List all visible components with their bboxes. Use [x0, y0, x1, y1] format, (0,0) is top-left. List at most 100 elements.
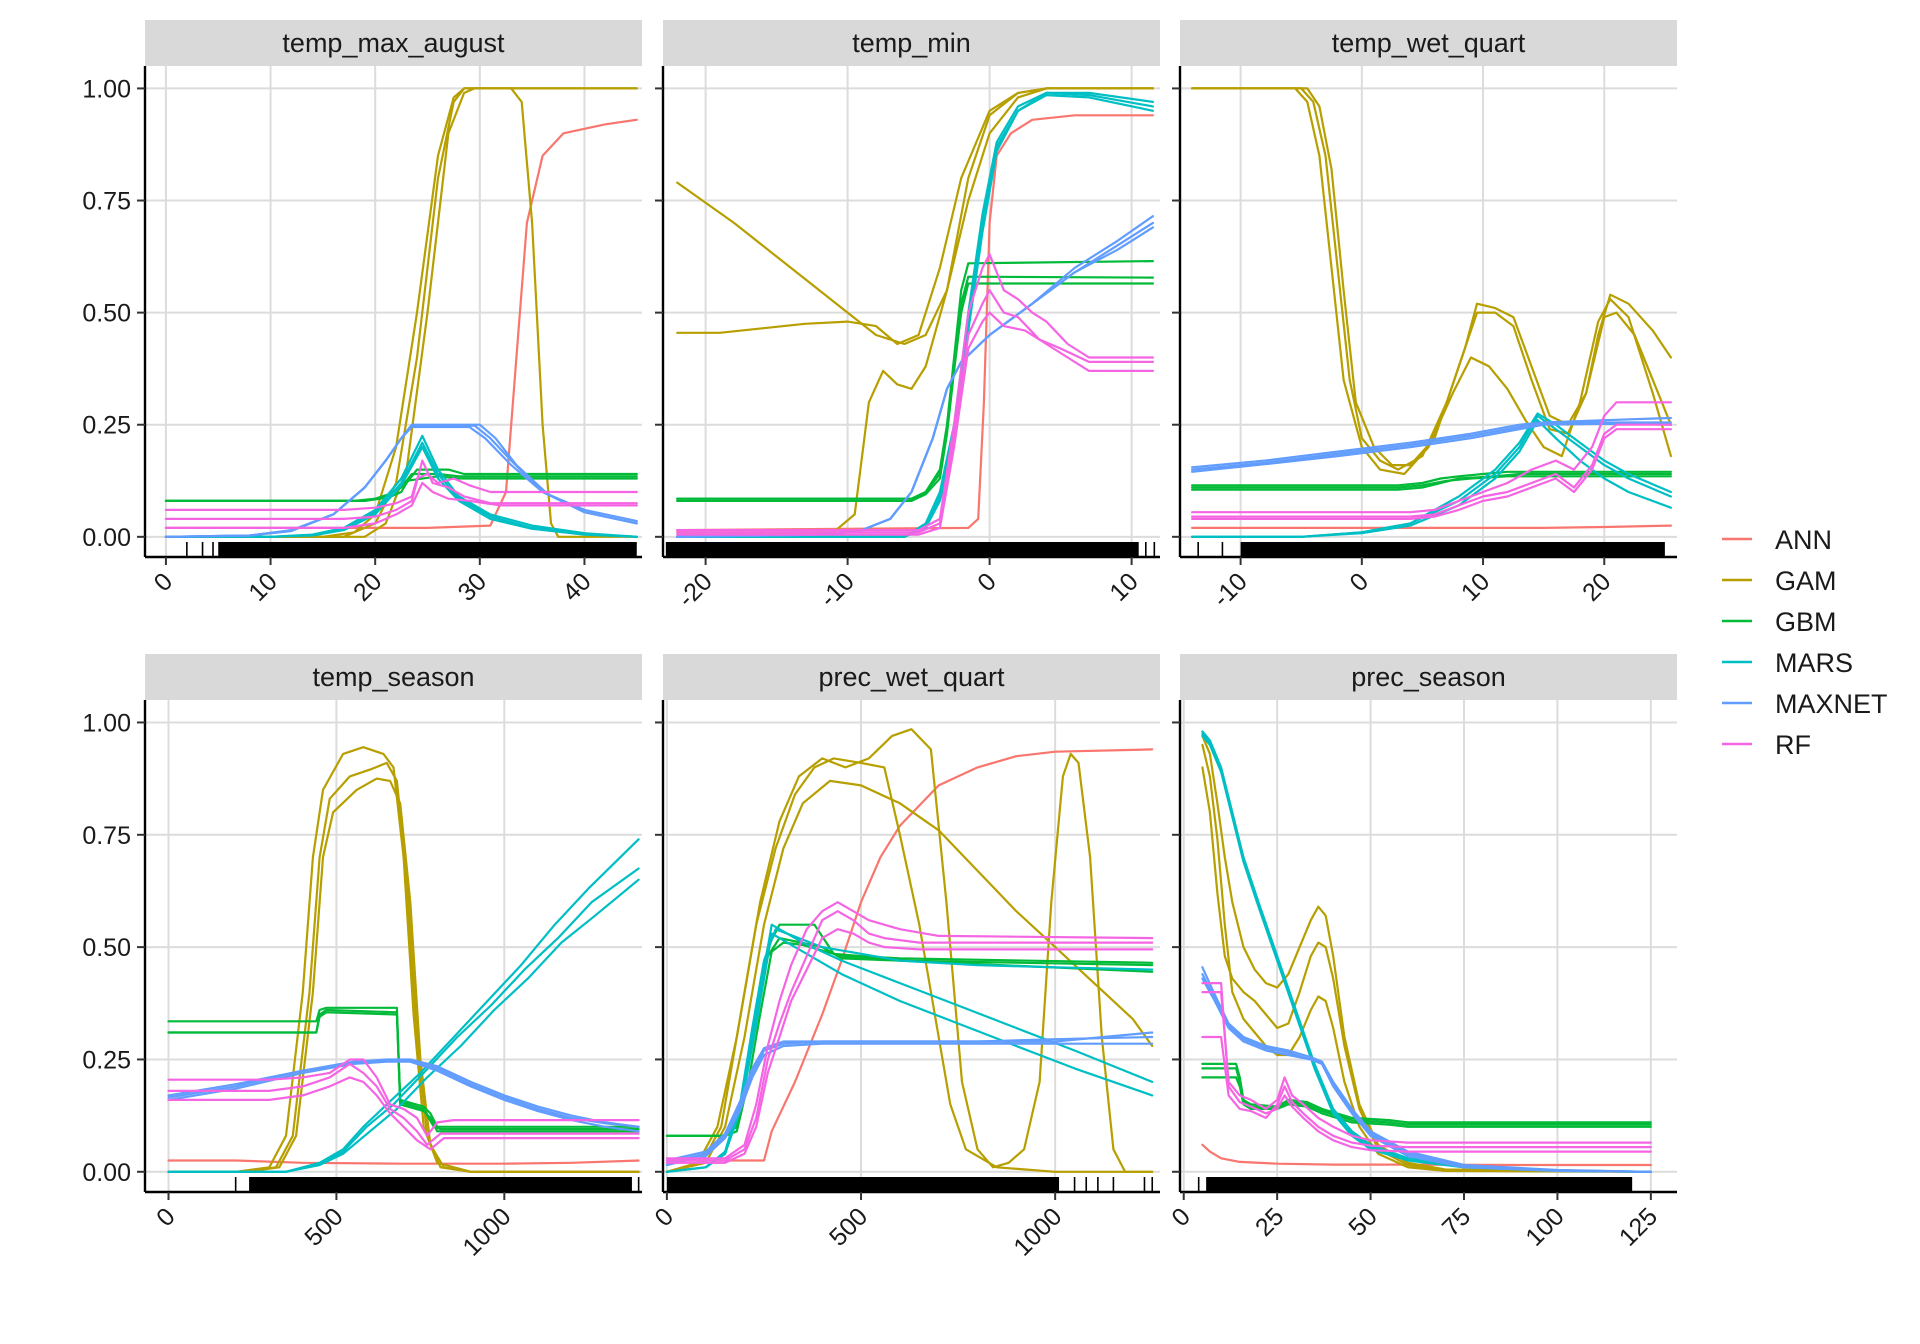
x-tick-label: 0 — [1344, 567, 1374, 597]
x-tick-label: 500 — [299, 1202, 348, 1251]
series-line-gam — [676, 87, 1154, 346]
legend-label: MARS — [1775, 648, 1853, 678]
panel-temp-min: temp_min -20 -10 0 10 — [655, 20, 1160, 613]
series-line-gbm — [676, 282, 1154, 502]
series-line-rf — [1201, 982, 1652, 1153]
series-line-gam — [164, 87, 638, 538]
series-lines — [167, 746, 640, 1173]
series-line-gam — [164, 87, 638, 538]
panel-temp-wet-quart: temp_wet_quart -10 0 10 20 — [1172, 20, 1677, 613]
series-line-mars — [1201, 734, 1652, 1173]
legend-label: RF — [1775, 730, 1811, 760]
rug-band — [1206, 1177, 1633, 1192]
series-lines — [665, 728, 1154, 1173]
series-line-gam — [1191, 87, 1672, 476]
y-tick-label: 0.25 — [82, 412, 131, 440]
rug — [1197, 1177, 1633, 1192]
series-line-gam — [1191, 87, 1672, 471]
series-lines — [164, 87, 638, 538]
series-line-rf — [167, 1062, 640, 1146]
legend-item-mars: MARS — [1722, 648, 1853, 678]
series-line-gam — [676, 87, 1154, 346]
series-line-ann — [676, 114, 1154, 532]
y-tick-label: 0.00 — [82, 524, 131, 552]
series-line-mars — [1191, 412, 1672, 538]
series-line-rf — [167, 1058, 640, 1137]
panel-temp-max-august: temp_max_august 0.00 0.25 0.50 0.75 1.00 0 10 20… — [82, 20, 642, 607]
facet-panels: temp_max_august 0.00 0.25 0.50 0.75 1.00 0 10 20… — [82, 20, 1677, 1262]
series-line-rf — [676, 311, 1154, 536]
series-line-maxnet — [676, 215, 1154, 538]
series-line-rf — [1201, 1035, 1652, 1149]
series-line-ann — [665, 748, 1154, 1162]
series-line-gbm — [676, 260, 1154, 500]
series-line-rf — [1191, 401, 1672, 514]
series-line-mars — [164, 446, 638, 538]
series-line-maxnet — [665, 1042, 1154, 1167]
x-tick-label: -10 — [814, 567, 859, 612]
series-line-maxnet — [167, 1059, 640, 1128]
strip-background — [1180, 20, 1677, 66]
series-line-mars — [167, 838, 640, 1173]
panel-temp-season: temp_season 0.00 0.25 0.50 0.75 1.00 0 500 1000 — [82, 654, 642, 1262]
gridlines — [1180, 700, 1677, 1192]
series-line-rf — [164, 481, 638, 529]
y-tick-label: 1.00 — [82, 709, 131, 737]
strip-background — [1180, 654, 1677, 700]
series-lines — [676, 87, 1154, 538]
series-line-gam — [665, 779, 1154, 1173]
series-line-gbm — [1201, 1067, 1652, 1126]
series-line-rf — [665, 901, 1154, 1160]
panel-prec-wet-quart: prec_wet_quart 0 500 1000 — [649, 654, 1160, 1262]
legend-label: ANN — [1775, 525, 1832, 555]
rug — [234, 1177, 640, 1192]
series-line-rf — [676, 253, 1154, 532]
series-line-mars — [676, 94, 1154, 538]
legend-item-gam: GAM — [1722, 566, 1837, 596]
rug — [186, 542, 637, 557]
series-line-rf — [164, 472, 638, 511]
x-tick-label: 10 — [1104, 567, 1143, 606]
series-line-maxnet — [1191, 422, 1672, 473]
y-tick-label: 0.50 — [82, 934, 131, 962]
y-tick-label: 0.75 — [82, 188, 131, 216]
panel-title: temp_max_august — [282, 28, 505, 58]
y-tick-label: 0.50 — [82, 300, 131, 328]
x-tick-label: 40 — [557, 567, 596, 606]
strip-background — [663, 654, 1160, 700]
series-line-rf — [167, 1076, 640, 1151]
x-tick-label: 20 — [1577, 567, 1616, 606]
x-tick-label: 0 — [972, 567, 1002, 597]
series-line-mars — [676, 91, 1154, 538]
strip-background — [145, 654, 642, 700]
panel-title: temp_min — [852, 28, 971, 58]
series-line-ann — [167, 1159, 640, 1165]
series-line-gam — [167, 761, 640, 1173]
x-tick-label: 25 — [1250, 1202, 1289, 1241]
series-line-gbm — [167, 1008, 640, 1131]
x-tick-label: 20 — [348, 567, 387, 606]
series-line-maxnet — [1191, 416, 1672, 469]
x-tick-label: -20 — [672, 567, 717, 612]
legend-label: MAXNET — [1775, 689, 1888, 719]
strip-background — [663, 20, 1160, 66]
series-line-ann — [1201, 1143, 1652, 1167]
strip-background — [145, 20, 642, 66]
series-line-maxnet — [1201, 977, 1652, 1173]
series-line-mars — [167, 867, 640, 1173]
series-line-mars — [167, 878, 640, 1173]
panel-prec-season: prec_season 0 25 50 75 100 125 — [1166, 654, 1677, 1252]
x-tick-label: 10 — [1456, 567, 1495, 606]
legend-label: GAM — [1775, 566, 1837, 596]
x-tick-label: 1000 — [1008, 1202, 1067, 1261]
rug-band — [218, 542, 637, 557]
legend: ANN GAM GBM MARS MAXNET RF — [1722, 525, 1888, 760]
series-line-ann — [1191, 524, 1672, 529]
series-line-gbm — [676, 275, 1154, 500]
rug-band — [665, 542, 1139, 557]
series-line-gam — [1191, 87, 1672, 467]
series-line-gam — [164, 87, 638, 538]
x-tick-label: 50 — [1343, 1202, 1382, 1241]
rug — [666, 1177, 1154, 1192]
rug — [665, 542, 1156, 557]
